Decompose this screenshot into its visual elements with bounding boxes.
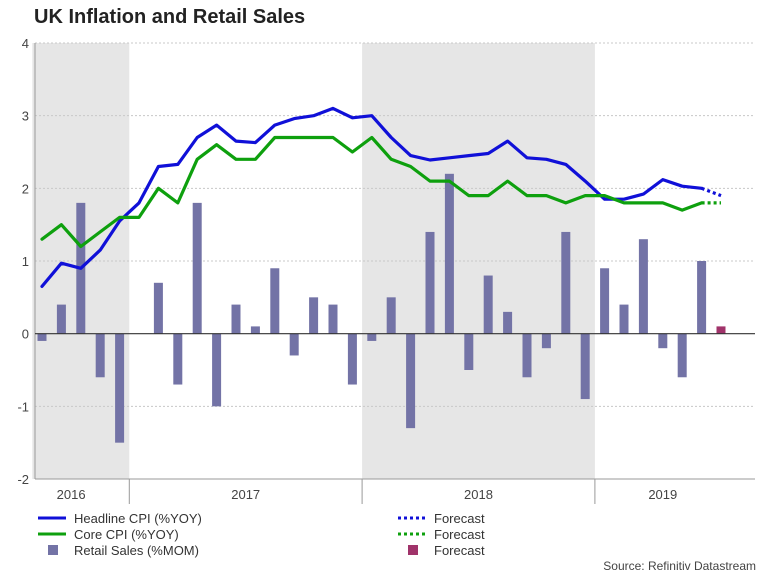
source-note: Source: Refinitiv Datastream xyxy=(603,559,756,573)
headline-cpi-forecast-line xyxy=(701,186,722,198)
legend-entry-5: Forecast xyxy=(408,543,485,558)
retail-sales-bar xyxy=(464,333,474,370)
headline-cpi-line xyxy=(40,106,704,288)
legend-entry-4: Retail Sales (%MOM) xyxy=(48,543,199,558)
retail-sales-bar xyxy=(541,333,551,349)
x-year-label-2019: 2019 xyxy=(648,487,677,502)
retail-sales-bar xyxy=(697,261,707,334)
retail-sales-bar xyxy=(270,268,280,334)
retail-sales-bar xyxy=(367,333,377,341)
legend-entry-3: Forecast xyxy=(398,527,485,542)
retail-sales-bar xyxy=(153,282,163,334)
retail-sales-bar xyxy=(289,333,299,356)
retail-sales-bar xyxy=(37,333,47,341)
retail-sales-bar xyxy=(406,333,416,429)
y-tick-label: 0 xyxy=(22,327,29,342)
retail-sales-bar xyxy=(347,333,357,385)
retail-sales-bar xyxy=(600,268,610,334)
x-year-label-2018: 2018 xyxy=(464,487,493,502)
chart-title: UK Inflation and Retail Sales xyxy=(34,6,306,28)
legend-label: Retail Sales (%MOM) xyxy=(74,543,199,558)
retail-sales-bar xyxy=(56,304,66,334)
y-tick-label: 1 xyxy=(22,254,29,269)
retail-sales-bar xyxy=(619,304,629,334)
retail-sales-bar xyxy=(522,333,532,378)
legend-entry-1: Forecast xyxy=(398,511,485,526)
retail-sales-bar xyxy=(561,231,571,334)
retail-sales-bar xyxy=(231,304,241,334)
retail-sales-bar xyxy=(503,311,513,334)
retail-sales-bar xyxy=(483,275,493,334)
retail-sales-bar xyxy=(192,202,202,334)
legend-entry-0: Headline CPI (%YOY) xyxy=(38,511,202,526)
retail-sales-bar xyxy=(425,231,435,334)
retail-sales-bar xyxy=(677,333,687,378)
retail-sales-bar xyxy=(328,304,338,334)
retail-sales-bar xyxy=(250,326,260,334)
legend-label: Core CPI (%YOY) xyxy=(74,527,179,542)
y-tick-label: 3 xyxy=(22,109,29,124)
x-year-label-2016: 2016 xyxy=(57,487,86,502)
retail-sales-bar xyxy=(212,333,222,407)
y-tick-label: -1 xyxy=(17,399,29,414)
retail-sales-bar xyxy=(638,239,648,334)
retail-sales-bar xyxy=(580,333,590,400)
legend-label: Forecast xyxy=(434,543,485,558)
legend-swatch-square xyxy=(48,545,58,555)
retail-sales-bar xyxy=(309,297,319,334)
retail-sales-bar xyxy=(386,297,396,334)
legend-entry-2: Core CPI (%YOY) xyxy=(38,527,179,542)
y-tick-label: 4 xyxy=(22,36,29,51)
x-year-label-2017: 2017 xyxy=(231,487,260,502)
legend-swatch-square xyxy=(408,545,418,555)
legend-label: Forecast xyxy=(434,511,485,526)
retail-sales-bar xyxy=(95,333,105,378)
legend-label: Forecast xyxy=(434,527,485,542)
retail-sales-bar xyxy=(173,333,183,385)
y-tick-label: 2 xyxy=(22,181,29,196)
retail-sales-bar xyxy=(658,333,668,349)
retail-sales-forecast-bar xyxy=(716,326,726,334)
core-cpi-line xyxy=(40,135,704,249)
legend-label: Headline CPI (%YOY) xyxy=(74,511,202,526)
retail-sales-bar xyxy=(444,173,454,334)
retail-sales-bar xyxy=(115,333,125,443)
y-tick-label: -2 xyxy=(17,472,29,487)
